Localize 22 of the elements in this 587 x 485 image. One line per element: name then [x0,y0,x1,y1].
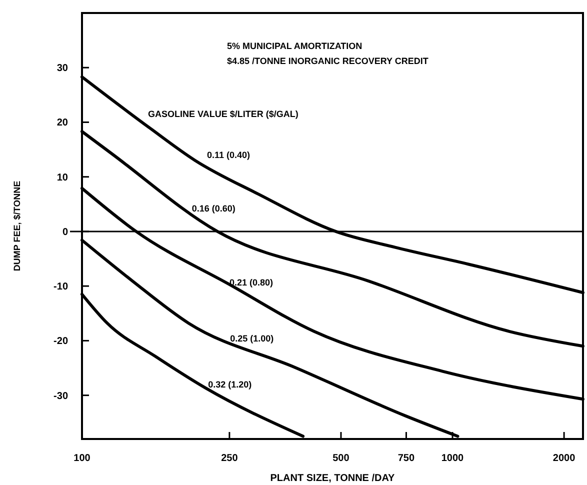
annotation: $4.85 /TONNE INORGANIC RECOVERY CREDIT [227,56,429,66]
y-tick-label: -30 [54,390,68,402]
x-tick-label: 1000 [441,453,464,464]
x-tick-label: 2000 [552,453,576,464]
y-tick-label: 30 [56,63,68,74]
annotation: 5% MUNICIPAL AMORTIZATION [227,41,362,51]
annotation: 0.16 (0.60) [192,204,236,214]
y-tick-label: 20 [56,118,68,129]
annotation: 0.25 (1.00) [230,334,274,344]
annotation: GASOLINE VALUE $/LITER ($/GAL) [148,109,298,119]
y-tick-label: -10 [54,282,68,293]
annotation: 0.32 (1.20) [208,380,252,390]
y-tick-label: 10 [56,172,68,184]
y-axis-title: DUMP FEE, $/TONNE [12,180,22,272]
x-tick-label: 500 [332,453,350,464]
x-tick-label: 100 [74,453,91,464]
y-tick-label: -20 [54,336,68,348]
y-tick-label: 0 [62,226,68,238]
x-axis-title: PLANT SIZE, TONNE /DAY [270,473,396,484]
x-tick-label: 250 [221,453,238,464]
annotation: 0.11 (0.40) [207,150,250,160]
x-tick-label: 750 [398,453,415,464]
